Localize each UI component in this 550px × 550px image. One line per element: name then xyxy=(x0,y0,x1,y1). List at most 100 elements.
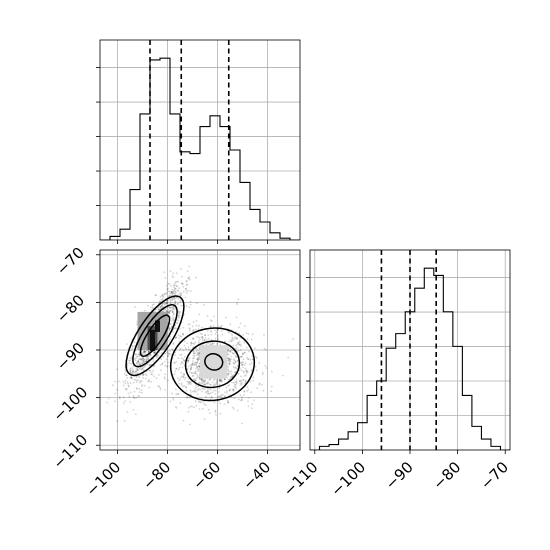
scatter-point xyxy=(134,353,137,356)
scatter-point xyxy=(179,378,182,381)
scatter-point xyxy=(220,393,223,396)
scatter-point xyxy=(242,366,244,369)
scatter-point xyxy=(151,304,154,306)
scatter-point xyxy=(234,347,237,350)
scatter-point xyxy=(195,377,198,380)
scatter-point xyxy=(167,379,169,382)
scatter-point xyxy=(236,346,239,349)
scatter-point xyxy=(195,324,198,327)
scatter-point xyxy=(235,367,238,370)
scatter-point xyxy=(198,340,200,343)
scatter-point xyxy=(209,388,212,391)
scatter-point xyxy=(172,316,175,319)
scatter-point xyxy=(238,343,241,346)
scatter-point xyxy=(173,293,176,295)
scatter-point xyxy=(244,380,247,383)
scatter-point xyxy=(261,384,263,386)
scatter-point xyxy=(203,339,206,341)
scatter-point xyxy=(129,401,132,403)
scatter-point xyxy=(192,378,195,381)
scatter-point xyxy=(165,292,168,294)
scatter-point xyxy=(171,308,174,310)
scatter-point xyxy=(198,351,200,354)
scatter-point xyxy=(218,383,221,386)
scatter-point xyxy=(135,387,138,389)
scatter-point xyxy=(238,332,241,334)
scatter-point xyxy=(198,365,200,368)
scatter-point xyxy=(170,285,172,287)
scatter-point xyxy=(198,381,201,384)
scatter-point xyxy=(144,360,147,363)
scatter-point xyxy=(188,330,191,332)
scatter-point xyxy=(141,362,144,365)
scatter-point xyxy=(234,366,237,369)
scatter-point xyxy=(196,353,199,356)
scatter-point xyxy=(159,307,162,309)
scatter-point xyxy=(190,342,192,345)
scatter-point xyxy=(243,364,246,366)
scatter-point xyxy=(187,277,190,279)
scatter-point xyxy=(209,398,212,400)
scatter-point xyxy=(219,395,221,397)
scatter-point xyxy=(195,302,198,304)
scatter-point xyxy=(213,401,216,404)
scatter-point xyxy=(196,389,199,391)
scatter-point xyxy=(137,361,140,364)
scatter-point xyxy=(144,350,146,353)
scatter-point xyxy=(204,334,207,337)
scatter-point xyxy=(152,303,155,306)
scatter-point xyxy=(170,306,173,309)
scatter-point xyxy=(216,329,219,331)
scatter-point xyxy=(135,379,138,382)
scatter-point xyxy=(171,298,174,301)
scatter-point xyxy=(244,375,246,377)
scatter-point xyxy=(223,378,226,381)
scatter-point xyxy=(190,342,193,345)
scatter-point xyxy=(162,355,165,358)
scatter-point xyxy=(187,289,189,292)
scatter-point xyxy=(178,337,181,339)
scatter-point xyxy=(261,373,264,376)
scatter-point xyxy=(196,335,198,338)
scatter-point xyxy=(169,350,171,352)
scatter-point xyxy=(211,391,214,393)
scatter-point xyxy=(158,309,161,311)
scatter-point xyxy=(176,322,179,324)
scatter-point xyxy=(187,323,190,326)
scatter-point xyxy=(232,344,235,347)
scatter-point xyxy=(193,363,196,365)
scatter-point xyxy=(129,369,132,372)
scatter-point xyxy=(130,376,133,379)
scatter-point xyxy=(126,374,128,377)
scatter-point xyxy=(170,290,173,293)
scatter-point xyxy=(172,292,174,294)
scatter-point xyxy=(170,290,173,293)
scatter-point xyxy=(182,333,185,336)
scatter-point xyxy=(207,408,210,411)
scatter-point xyxy=(228,362,231,365)
scatter-point xyxy=(238,380,241,383)
scatter-point xyxy=(172,314,175,316)
scatter-point xyxy=(172,397,175,399)
scatter-point xyxy=(173,297,176,300)
scatter-point xyxy=(234,362,236,365)
scatter-point xyxy=(236,336,239,339)
scatter-point xyxy=(287,356,290,359)
scatter-point xyxy=(165,301,168,304)
scatter-point xyxy=(173,289,176,292)
scatter-point xyxy=(230,358,232,361)
scatter-point xyxy=(123,372,126,375)
scatter-point xyxy=(191,364,194,367)
scatter-point xyxy=(241,422,243,425)
scatter-point xyxy=(207,388,209,390)
scatter-point xyxy=(189,371,191,373)
scatter-point xyxy=(138,368,141,370)
scatter-point xyxy=(143,349,146,352)
scatter-point xyxy=(250,369,253,371)
scatter-point xyxy=(205,391,208,393)
scatter-point xyxy=(220,379,223,381)
scatter-point xyxy=(227,365,230,368)
scatter-point xyxy=(179,268,182,270)
scatter-point xyxy=(185,348,188,351)
scatter-point xyxy=(186,291,188,294)
